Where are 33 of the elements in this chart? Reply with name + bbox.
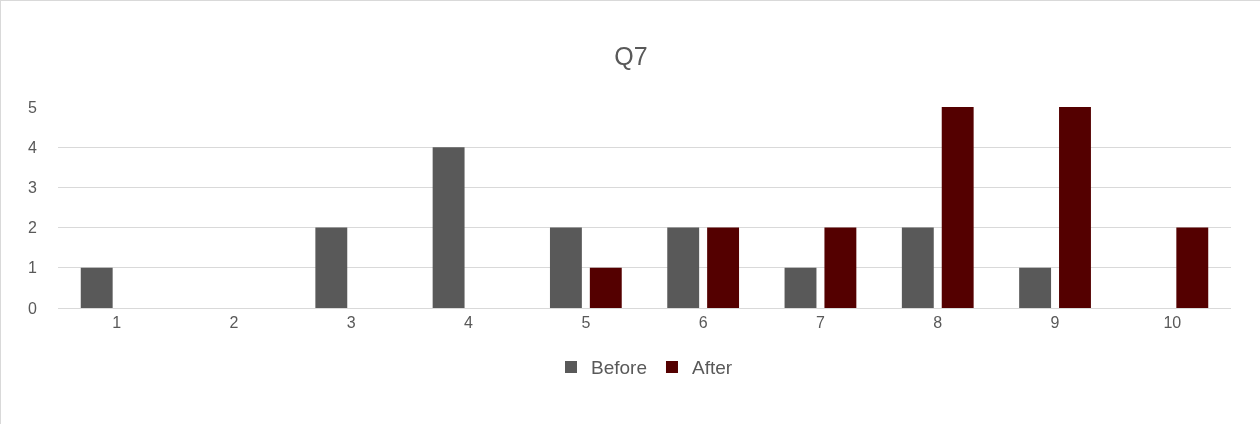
bar: [941, 107, 974, 308]
bar: [1019, 267, 1052, 308]
y-tick-label: 1: [28, 259, 38, 277]
x-tick-label: 8: [933, 314, 943, 332]
bar: [667, 227, 700, 308]
legend-label: After: [691, 357, 733, 379]
y-tick-label: 2: [28, 219, 38, 237]
bar: [315, 227, 348, 308]
x-tick-label: 10: [1163, 314, 1182, 332]
bar: [824, 227, 857, 308]
x-tick-label: 5: [581, 314, 591, 332]
bar: [1176, 227, 1209, 308]
x-tick-label: 9: [1050, 314, 1060, 332]
bar: [589, 267, 622, 308]
chart-title: Q7: [614, 41, 648, 70]
y-tick-label: 3: [28, 179, 38, 196]
x-tick-label: 3: [346, 314, 356, 332]
bar: [901, 227, 934, 308]
x-tick-label: 1: [112, 314, 122, 332]
x-tick-label: 4: [464, 314, 474, 332]
y-tick-label: 4: [28, 138, 38, 156]
bar: [432, 147, 465, 308]
bar: [707, 227, 740, 308]
x-tick-label: 6: [698, 314, 708, 332]
y-tick-label: 5: [28, 98, 38, 116]
y-tick-label: 0: [28, 299, 38, 317]
x-tick-label: 2: [229, 314, 239, 332]
bar: [80, 267, 113, 308]
bar: [549, 227, 582, 308]
x-tick-label: 7: [816, 314, 825, 332]
bar: [1059, 107, 1091, 308]
bar: [784, 267, 817, 308]
legend-label: Before: [591, 357, 647, 379]
